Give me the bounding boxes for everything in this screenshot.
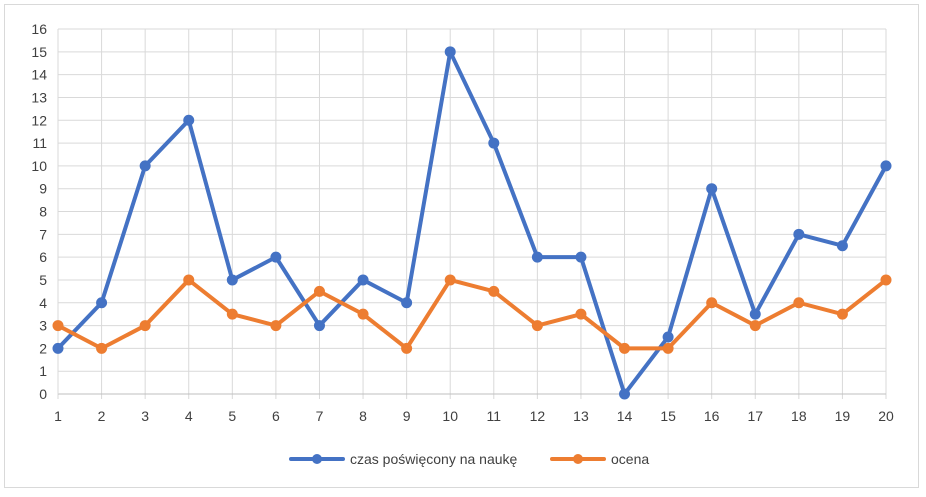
y-tick-label-2: 2 <box>39 340 47 356</box>
series-1-point-19 <box>836 240 848 252</box>
x-tick-label-16: 16 <box>704 408 720 424</box>
x-tick-label-13: 13 <box>573 408 589 424</box>
y-tick-label-1: 1 <box>39 363 47 379</box>
series-1-point-16 <box>706 183 718 195</box>
series-2-point-6 <box>270 320 282 332</box>
series-1-point-9 <box>401 297 413 309</box>
series-2-point-2 <box>96 342 108 354</box>
series-2-point-14 <box>619 342 631 354</box>
series-2-point-11 <box>488 285 500 297</box>
y-tick-label-10: 10 <box>31 158 47 174</box>
x-tick-label-11: 11 <box>487 408 502 424</box>
series-1-point-17 <box>749 308 761 320</box>
series-line-2 <box>56 277 888 351</box>
x-tick-label-19: 19 <box>835 408 851 424</box>
series-1-point-4 <box>183 114 195 126</box>
y-tick-label-11: 11 <box>32 135 47 151</box>
series-2-point-19 <box>836 308 848 320</box>
legend-marker-2 <box>573 454 583 464</box>
y-tick-label-13: 13 <box>31 89 47 105</box>
series-2-point-17 <box>749 320 761 332</box>
y-tick-label-15: 15 <box>31 44 47 60</box>
x-tick-label-4: 4 <box>185 408 193 424</box>
series-2-point-8 <box>357 308 369 320</box>
series-2-point-3 <box>139 320 151 332</box>
x-tick-label-1: 1 <box>54 408 62 424</box>
x-tick-label-17: 17 <box>747 408 763 424</box>
series-2-point-13 <box>575 308 587 320</box>
series-1-point-8 <box>357 274 369 286</box>
series-1-point-5 <box>226 274 238 286</box>
series-1-point-13 <box>575 251 587 263</box>
series-1-point-10 <box>444 46 456 58</box>
y-tick-label-0: 0 <box>39 386 47 402</box>
legend-label-2: ocena <box>611 451 649 467</box>
series-2-point-7 <box>313 285 325 297</box>
series-2-point-15 <box>662 342 674 354</box>
y-tick-label-16: 16 <box>31 21 47 37</box>
series-1-point-15 <box>662 331 674 343</box>
series-2-point-10 <box>444 274 456 286</box>
x-tick-label-14: 14 <box>617 408 633 424</box>
x-tick-label-8: 8 <box>359 408 367 424</box>
y-tick-label-3: 3 <box>39 318 47 334</box>
series-line-1 <box>56 49 888 396</box>
series-2-point-5 <box>226 308 238 320</box>
y-tick-label-4: 4 <box>39 295 47 311</box>
x-tick-label-2: 2 <box>98 408 106 424</box>
series-1-point-18 <box>793 228 805 240</box>
series-1-point-11 <box>488 137 500 149</box>
legend-marker-1 <box>312 454 322 464</box>
x-tick-label-15: 15 <box>660 408 676 424</box>
series-1-point-20 <box>880 160 892 172</box>
x-tick-label-20: 20 <box>878 408 894 424</box>
x-tick-label-9: 9 <box>403 408 411 424</box>
y-tick-label-14: 14 <box>31 67 47 83</box>
y-tick-label-12: 12 <box>31 112 47 128</box>
series-2-point-12 <box>531 320 543 332</box>
series-2-point-16 <box>706 297 718 309</box>
series-2-point-1 <box>52 320 64 332</box>
series-1-point-6 <box>270 251 282 263</box>
legend-label-1: czas poświęcony na naukę <box>350 451 518 467</box>
x-tick-label-10: 10 <box>442 408 458 424</box>
y-tick-label-9: 9 <box>39 181 47 197</box>
x-tick-label-18: 18 <box>791 408 807 424</box>
x-tick-label-3: 3 <box>141 408 149 424</box>
series-2-point-4 <box>183 274 195 286</box>
series-1-point-12 <box>531 251 543 263</box>
series-1-point-1 <box>52 342 64 354</box>
series-2-point-18 <box>793 297 805 309</box>
series-2-point-9 <box>401 342 413 354</box>
series-1-point-14 <box>619 388 631 400</box>
series-2-point-20 <box>880 274 892 286</box>
x-tick-label-7: 7 <box>316 408 324 424</box>
y-tick-label-6: 6 <box>39 249 47 265</box>
x-tick-label-5: 5 <box>228 408 236 424</box>
y-tick-label-5: 5 <box>39 272 47 288</box>
series-1-point-7 <box>313 320 325 332</box>
series-1-point-3 <box>139 160 151 172</box>
x-tick-label-12: 12 <box>530 408 546 424</box>
y-tick-label-7: 7 <box>39 226 47 242</box>
y-tick-label-8: 8 <box>39 204 47 220</box>
chart-frame <box>4 4 919 488</box>
series-1-point-2 <box>96 297 108 309</box>
x-tick-label-6: 6 <box>272 408 280 424</box>
